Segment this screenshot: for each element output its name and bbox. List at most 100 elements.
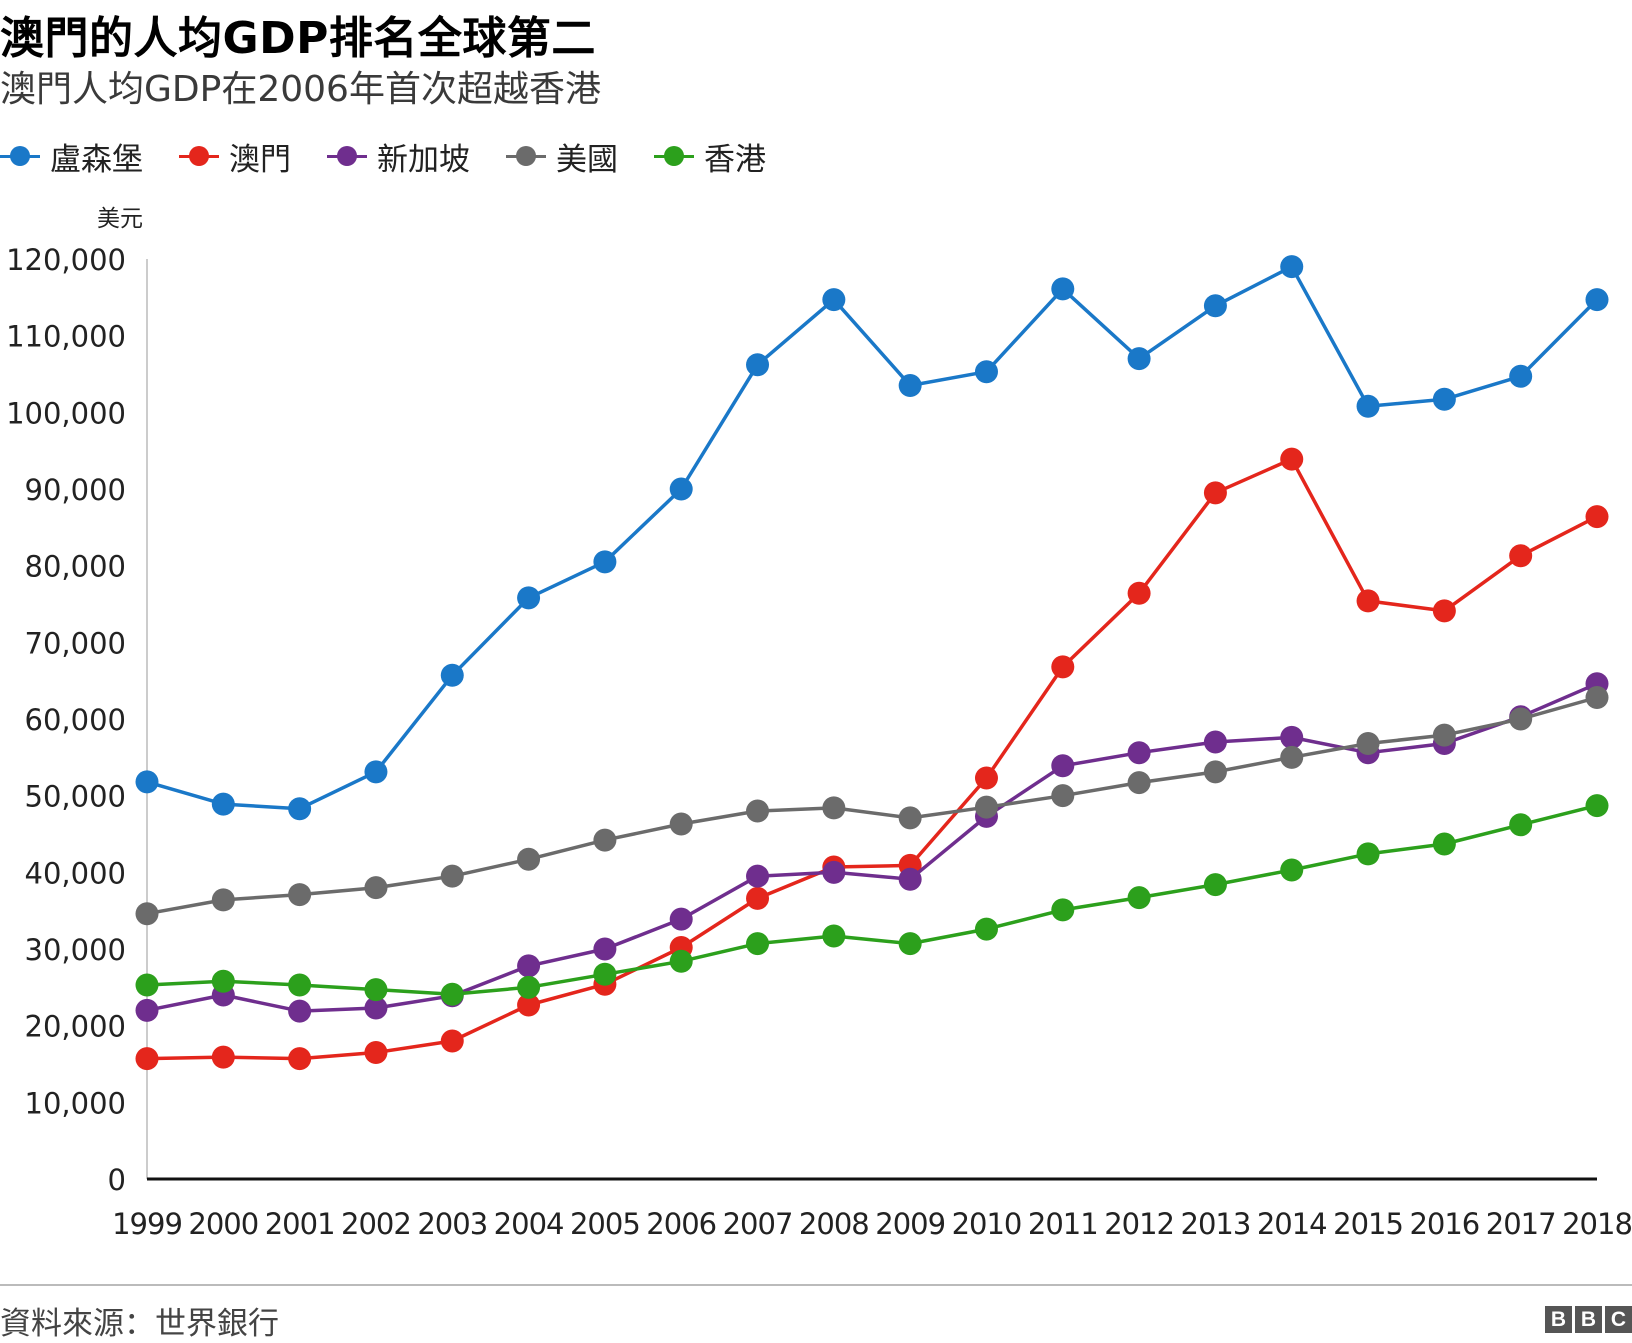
data-point	[746, 932, 770, 956]
series-line	[146, 457, 1598, 1061]
legend-label: 新加坡	[377, 141, 470, 178]
legend-swatch-usa	[506, 144, 546, 168]
data-point	[974, 360, 998, 384]
data-point	[288, 883, 312, 907]
data-point	[669, 907, 693, 931]
legend-dot	[10, 146, 30, 166]
logo-letter: B	[1545, 1306, 1572, 1333]
data-point	[974, 766, 998, 790]
data-point	[1203, 873, 1227, 897]
data-point	[1127, 347, 1151, 371]
legend-swatch-macau	[179, 144, 219, 168]
data-point	[1051, 655, 1075, 679]
y-tick-label: 20,000	[25, 1010, 126, 1044]
y-tick-label: 60,000	[25, 703, 126, 737]
x-tick-label: 2003	[417, 1207, 487, 1241]
data-point	[669, 477, 693, 501]
data-point	[1585, 686, 1609, 710]
data-point	[1051, 898, 1075, 922]
y-tick-label: 80,000	[25, 550, 126, 584]
legend-label: 香港	[704, 141, 766, 178]
data-point	[746, 353, 770, 377]
data-point	[1203, 294, 1227, 318]
y-tick-label: 40,000	[25, 856, 126, 890]
data-point	[1432, 723, 1456, 747]
x-tick-label: 2012	[1104, 1207, 1174, 1241]
legend-swatch-hong-kong	[654, 144, 694, 168]
data-point	[440, 864, 464, 888]
data-point	[1203, 760, 1227, 784]
data-point	[517, 954, 541, 978]
x-tick-label: 2000	[188, 1207, 258, 1241]
y-tick-label: 10,000	[25, 1086, 126, 1120]
y-tick-label: 70,000	[25, 626, 126, 660]
y-tick-label: 30,000	[25, 933, 126, 967]
data-point	[1585, 288, 1609, 312]
data-point	[822, 796, 846, 820]
data-point	[1432, 387, 1456, 411]
data-point	[974, 917, 998, 941]
data-point	[517, 993, 541, 1017]
x-tick-label: 2005	[570, 1207, 640, 1241]
data-point	[822, 924, 846, 948]
data-point	[746, 886, 770, 910]
data-point	[364, 996, 388, 1020]
data-point	[746, 799, 770, 823]
chart-title: 澳門的人均GDP排名全球第二	[0, 13, 596, 64]
legend-item-hong-kong: 香港	[654, 134, 766, 179]
data-point	[1051, 784, 1075, 808]
chart-legend: 盧森堡 澳門 新加坡 美國 香港	[0, 132, 802, 180]
data-point	[288, 797, 312, 821]
data-point	[517, 847, 541, 871]
source-note: 資料來源：世界銀行	[0, 1306, 279, 1342]
y-tick-label: 110,000	[6, 320, 126, 354]
logo-letter: C	[1605, 1306, 1632, 1333]
data-point	[898, 867, 922, 891]
data-point	[1203, 730, 1227, 754]
data-point	[898, 932, 922, 956]
data-point	[440, 982, 464, 1006]
data-point	[669, 812, 693, 836]
data-point	[1509, 364, 1533, 388]
data-point	[364, 1041, 388, 1064]
y-axis-unit-label: 美元	[97, 206, 143, 232]
data-point	[1051, 754, 1075, 778]
data-point	[1585, 505, 1609, 529]
legend-dot	[189, 146, 209, 166]
legend-dot	[337, 146, 357, 166]
data-point	[593, 937, 617, 961]
x-tick-label: 1999	[112, 1207, 182, 1241]
chart-subtitle: 澳門人均GDP在2006年首次超越香港	[0, 69, 601, 110]
data-point	[1127, 886, 1151, 910]
data-point	[517, 586, 541, 610]
legend-label: 美國	[556, 141, 618, 178]
data-point	[440, 1029, 464, 1053]
data-point	[1127, 741, 1151, 765]
data-point	[822, 288, 846, 312]
x-tick-label: 2013	[1181, 1207, 1251, 1241]
data-point	[898, 374, 922, 397]
data-point	[898, 806, 922, 830]
data-point	[1356, 842, 1380, 866]
legend-swatch-luxembourg	[0, 144, 40, 168]
y-axis: 0 10,000 20,000 30,000 40,000 50,000 60,000 70,…	[6, 243, 148, 1197]
series-line	[146, 803, 1598, 996]
legend-swatch-singapore	[327, 144, 367, 168]
x-tick-label: 2015	[1333, 1207, 1403, 1241]
data-point	[1203, 481, 1227, 505]
footer-divider	[0, 1284, 1632, 1286]
data-point	[1509, 544, 1533, 568]
data-point	[1051, 277, 1075, 301]
x-tick-label: 2008	[799, 1207, 869, 1241]
data-point	[746, 864, 770, 888]
x-tick-label: 2004	[494, 1207, 564, 1241]
data-point	[1585, 794, 1609, 818]
x-tick-label: 2011	[1028, 1207, 1098, 1241]
data-point	[1356, 589, 1380, 613]
legend-item-luxembourg: 盧森堡	[0, 134, 143, 179]
y-tick-label: 120,000	[6, 243, 126, 277]
x-tick-label: 2016	[1409, 1207, 1479, 1241]
data-point	[1509, 707, 1533, 731]
bbc-logo: B B C	[1542, 1306, 1632, 1333]
data-point	[593, 962, 617, 986]
